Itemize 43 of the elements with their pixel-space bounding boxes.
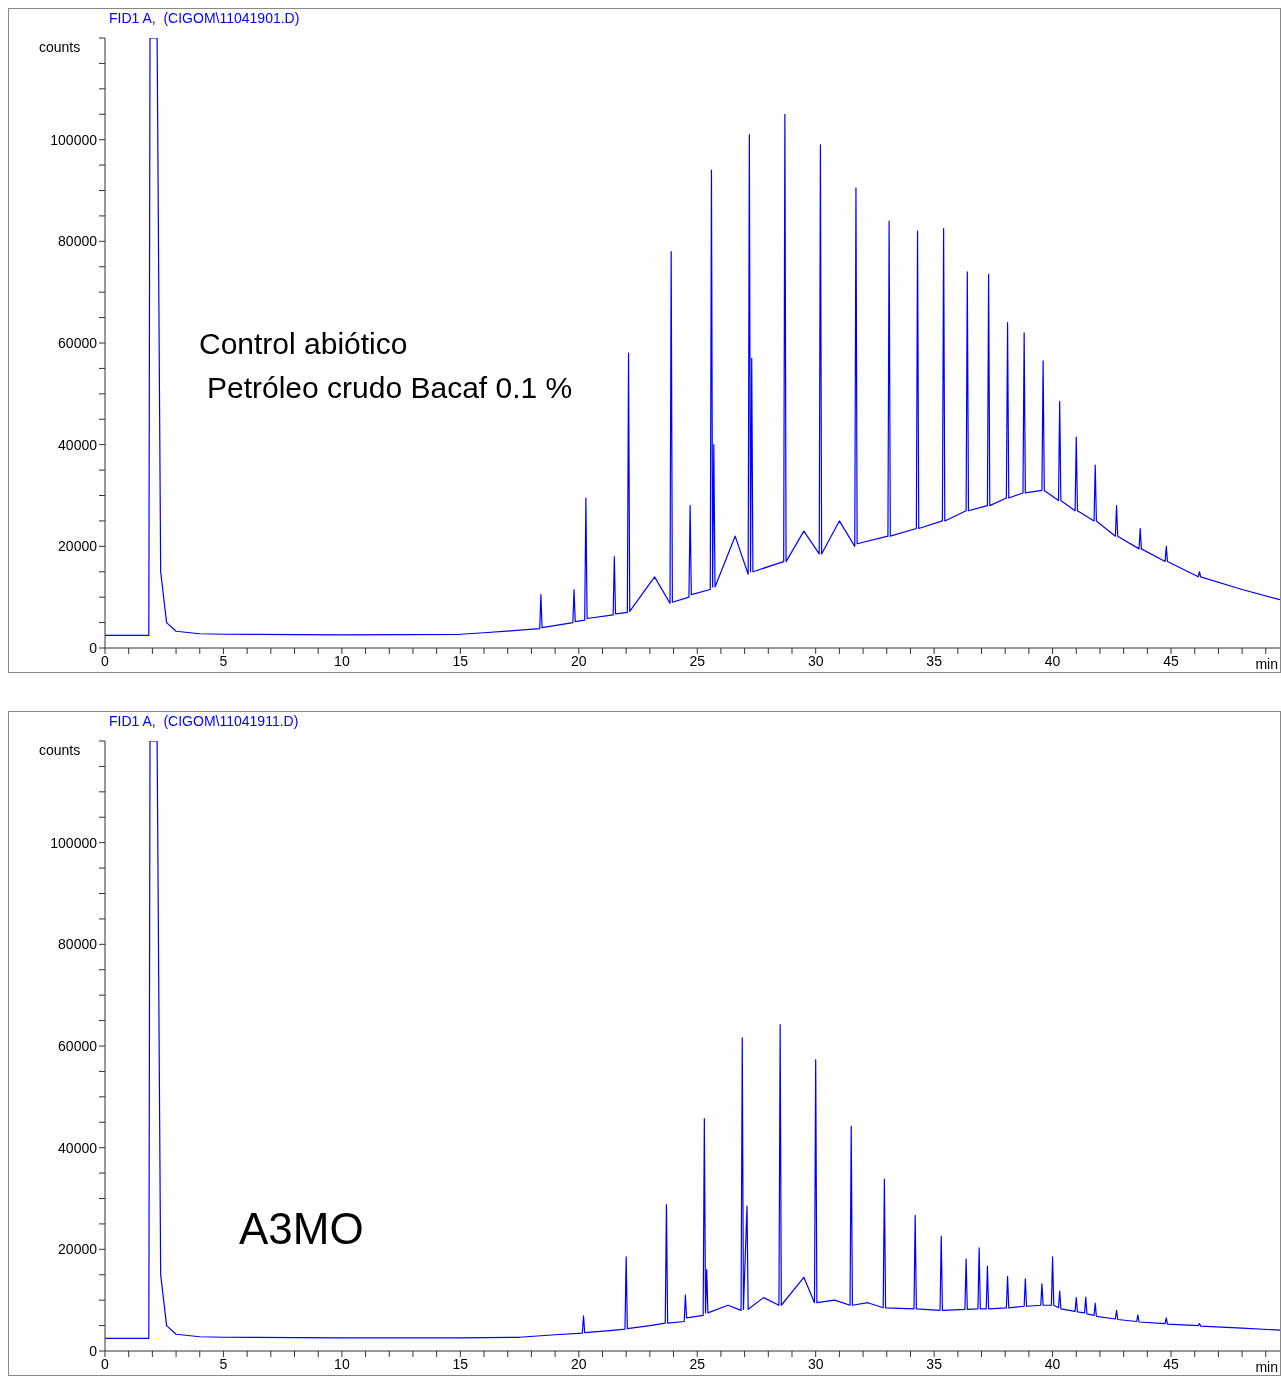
x-tick-label: 20 <box>571 1355 587 1372</box>
y-tick-label: 60000 <box>58 334 98 351</box>
y-tick-label: 80000 <box>58 233 98 250</box>
x-tick-label: 5 <box>219 1355 228 1372</box>
y-tick-label: 40000 <box>58 1139 98 1156</box>
x-tick-label: 10 <box>334 1355 350 1372</box>
x-axis-title: min <box>1255 656 1278 672</box>
x-tick-label: 30 <box>807 1355 824 1372</box>
x-tick-label: 20 <box>571 652 587 669</box>
y-tick-label: 0 <box>89 639 98 656</box>
x-tick-label: 35 <box>926 652 943 669</box>
x-tick-label: 10 <box>334 652 350 669</box>
y-tick-label: 0 <box>89 1342 98 1359</box>
y-tick-label: 80000 <box>58 936 98 953</box>
x-tick-label: 0 <box>101 1355 110 1372</box>
y-axis-title: counts <box>39 742 81 758</box>
y-tick-label: 100000 <box>50 131 98 148</box>
y-axis-title: counts <box>39 39 81 55</box>
y-tick-label: 20000 <box>58 1241 98 1258</box>
x-tick-label: 40 <box>1044 652 1061 669</box>
x-axis-title: min <box>1255 1359 1278 1375</box>
x-tick-label: 15 <box>452 652 469 669</box>
annotation: A3MO <box>239 1204 364 1254</box>
annotation: Control abiótico <box>199 327 408 361</box>
annotation: Petróleo crudo Bacaf 0.1 % <box>207 371 573 405</box>
y-tick-label: 100000 <box>50 834 98 851</box>
line-series <box>105 741 1280 1339</box>
y-tick-label: 20000 <box>58 538 98 555</box>
x-tick-label: 15 <box>452 1355 469 1372</box>
x-tick-label: 5 <box>219 652 228 669</box>
x-tick-label: 40 <box>1044 1355 1061 1372</box>
x-tick-label: 35 <box>926 1355 943 1372</box>
chart-title: FID1 A, (CIGOM\11041901.D) <box>109 10 300 26</box>
x-tick-label: 0 <box>101 652 110 669</box>
x-tick-label: 30 <box>807 652 824 669</box>
chart-title: FID1 A, (CIGOM\11041911.D) <box>109 713 299 729</box>
x-tick-label: 25 <box>689 652 706 669</box>
x-tick-label: 25 <box>689 1355 706 1372</box>
x-tick-label: 45 <box>1163 1355 1180 1372</box>
x-tick-label: 45 <box>1163 652 1180 669</box>
y-tick-label: 40000 <box>58 436 98 453</box>
y-tick-label: 60000 <box>58 1037 98 1054</box>
line-series <box>105 38 1280 636</box>
